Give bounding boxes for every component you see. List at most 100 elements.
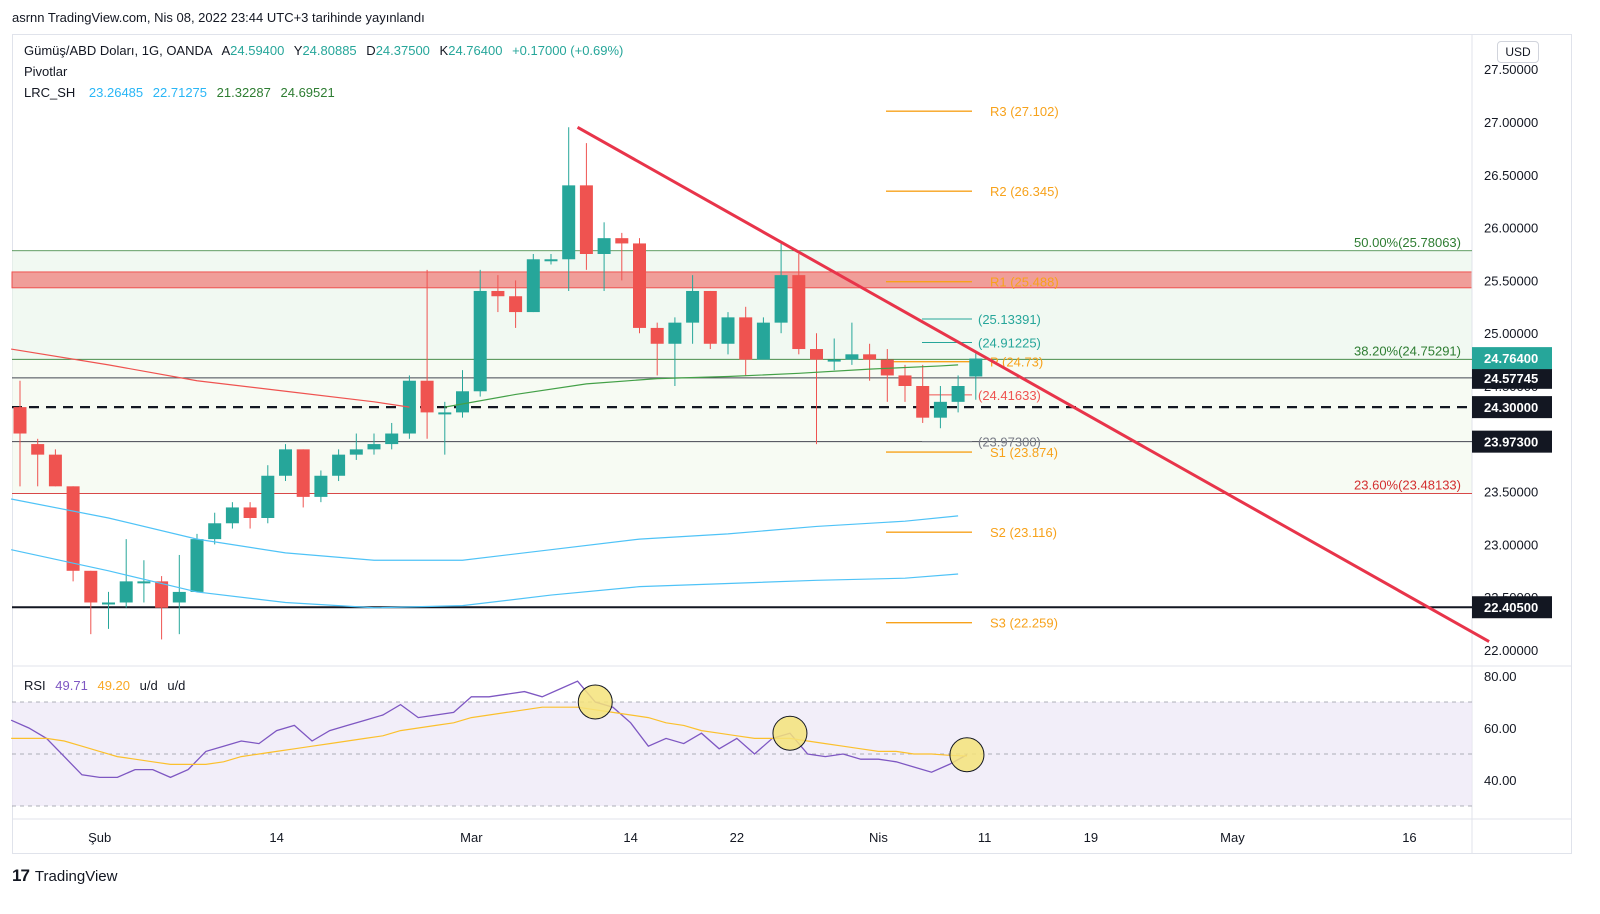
price-axis-tick: 26.50000 bbox=[1484, 168, 1538, 183]
rsi-line[interactable] bbox=[10, 680, 968, 779]
price-badge bbox=[1472, 396, 1552, 419]
candle-body[interactable] bbox=[367, 444, 381, 450]
time-axis-tick: 14 bbox=[269, 830, 283, 845]
time-axis-tick: May bbox=[1220, 830, 1245, 845]
time-axis-tick: 14 bbox=[623, 830, 637, 845]
candle-body[interactable] bbox=[633, 243, 646, 328]
candle-body[interactable] bbox=[668, 322, 682, 344]
candle-body[interactable] bbox=[473, 290, 487, 392]
candle-body[interactable] bbox=[597, 238, 611, 254]
low-value: 24.37500 bbox=[375, 43, 430, 58]
rsi-axis-tick: 60.00 bbox=[1484, 721, 1517, 736]
time-axis-tick: 11 bbox=[978, 830, 992, 845]
candle-body[interactable] bbox=[933, 401, 947, 418]
legend-lrc: LRC_SH 23.26485 22.71275 21.32287 24.695… bbox=[24, 85, 341, 100]
candle-body[interactable] bbox=[279, 449, 292, 476]
rsi-highlight-circle bbox=[949, 737, 985, 773]
candle-body[interactable] bbox=[261, 475, 275, 518]
lrc-level-label: (25.13391) bbox=[978, 312, 1041, 327]
lrc-value-1: 23.26485 bbox=[88, 85, 144, 100]
candle-body[interactable] bbox=[686, 290, 700, 323]
candle-body[interactable] bbox=[119, 581, 133, 603]
lrc-level-label: (24.41633) bbox=[978, 388, 1041, 403]
candle-body[interactable] bbox=[13, 407, 27, 434]
candle-body[interactable] bbox=[208, 523, 222, 540]
change-value: +0.17000 (+0.69%) bbox=[512, 43, 624, 58]
candle-body[interactable] bbox=[48, 454, 62, 487]
candle-body[interactable] bbox=[615, 238, 629, 244]
candle-body[interactable] bbox=[296, 449, 310, 497]
rsi-highlight-circle bbox=[577, 684, 613, 720]
last-price-badge bbox=[1472, 347, 1552, 370]
candle-body[interactable] bbox=[898, 375, 912, 386]
candle-body[interactable] bbox=[916, 386, 930, 418]
price-axis-tick: 22.00000 bbox=[1484, 643, 1538, 658]
open-value: 24.59400 bbox=[230, 43, 285, 58]
time-axis-tick: Şub bbox=[88, 830, 111, 845]
candle-body[interactable] bbox=[562, 185, 576, 260]
candle-body[interactable] bbox=[650, 327, 664, 344]
currency-button[interactable]: USD bbox=[1497, 41, 1539, 63]
candle-body[interactable] bbox=[845, 354, 859, 360]
candle-body[interactable] bbox=[243, 507, 257, 518]
price-badge bbox=[1472, 366, 1552, 389]
candle-body[interactable] bbox=[703, 290, 717, 344]
candle-body[interactable] bbox=[863, 354, 877, 360]
candle-body[interactable] bbox=[792, 275, 806, 350]
candle-body[interactable] bbox=[827, 359, 841, 362]
candle-body[interactable] bbox=[579, 185, 593, 254]
candle-body[interactable] bbox=[721, 317, 735, 344]
candle-body[interactable] bbox=[190, 539, 204, 592]
candle-body[interactable] bbox=[491, 290, 505, 297]
descending-trendline[interactable] bbox=[576, 125, 1490, 643]
candle-body[interactable] bbox=[774, 275, 788, 323]
candle-body[interactable] bbox=[951, 386, 965, 402]
candle-body[interactable] bbox=[969, 358, 983, 377]
footer-brand[interactable]: 17 TradingView bbox=[12, 866, 117, 886]
candle-body[interactable] bbox=[84, 570, 98, 603]
lrc-mid-blue-line bbox=[11, 498, 959, 561]
candle-body[interactable] bbox=[420, 380, 434, 413]
pivot-label: R2 (26.345) bbox=[990, 184, 1059, 199]
rsi-value: 49.71 bbox=[55, 678, 88, 693]
candle-body[interactable] bbox=[66, 486, 80, 571]
symbol-label[interactable]: Gümüş/ABD Doları, 1G, OANDA bbox=[24, 43, 213, 58]
high-value: 24.80885 bbox=[302, 43, 357, 58]
pivots-label[interactable]: Pivotlar bbox=[24, 64, 68, 79]
pivot-label: P (24.73) bbox=[990, 355, 1043, 370]
candle-body[interactable] bbox=[544, 259, 558, 262]
rsi-highlight-circle bbox=[772, 715, 808, 751]
legend-pivots: Pivotlar bbox=[24, 64, 73, 79]
candle-body[interactable] bbox=[526, 259, 540, 313]
pivot-label: S3 (22.259) bbox=[990, 616, 1058, 631]
candle-body[interactable] bbox=[225, 507, 239, 524]
resistance-zone[interactable] bbox=[11, 271, 1473, 289]
candle-body[interactable] bbox=[456, 391, 469, 413]
lrc-green-line bbox=[444, 364, 959, 408]
candle-body[interactable] bbox=[385, 433, 399, 445]
candle-body[interactable] bbox=[880, 359, 894, 376]
price-axis-tick: 27.00000 bbox=[1484, 115, 1538, 130]
candle-body[interactable] bbox=[438, 412, 452, 415]
rsi-axis-tick: 80.00 bbox=[1484, 669, 1517, 684]
price-badge bbox=[1472, 596, 1552, 619]
candle-body[interactable] bbox=[102, 602, 115, 605]
candle-body[interactable] bbox=[332, 454, 346, 476]
rsi-label[interactable]: RSI bbox=[24, 678, 46, 693]
last-price-label: 24.76400 bbox=[1484, 351, 1538, 366]
footer-brand-label: TradingView bbox=[34, 867, 118, 885]
candle-body[interactable] bbox=[509, 296, 523, 313]
candle-body[interactable] bbox=[349, 449, 363, 455]
candle-body[interactable] bbox=[314, 475, 328, 497]
candle-body[interactable] bbox=[172, 591, 186, 603]
candle-body[interactable] bbox=[756, 322, 770, 360]
close-value: 24.76400 bbox=[448, 43, 503, 58]
candle-body[interactable] bbox=[810, 349, 823, 360]
candle-body[interactable] bbox=[155, 581, 169, 608]
legend-main: Gümüş/ABD Doları, 1G, OANDA A24.59400 Y2… bbox=[24, 43, 624, 58]
lrc-label[interactable]: LRC_SH bbox=[24, 85, 76, 100]
candle-body[interactable] bbox=[137, 581, 151, 584]
candle-body[interactable] bbox=[31, 444, 45, 455]
candle-body[interactable] bbox=[739, 317, 753, 360]
